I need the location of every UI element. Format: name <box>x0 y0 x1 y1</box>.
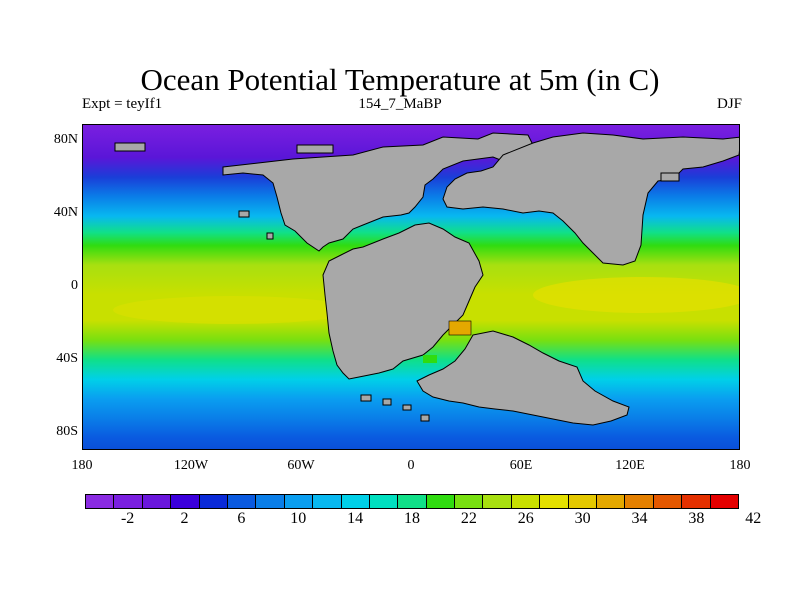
colorbar-swatch <box>540 495 569 508</box>
lon-label-120w: 120W <box>173 458 209 473</box>
colorbar-swatch <box>114 495 143 508</box>
colorbar-swatch <box>710 495 738 508</box>
colorbar-swatch <box>86 495 115 508</box>
landmass-north <box>222 132 554 252</box>
lon-label-120e: 120E <box>615 458 645 473</box>
warm-shelf <box>448 320 472 336</box>
colorbar-swatch <box>483 495 512 508</box>
warm-shelf <box>423 355 437 363</box>
colorbar-swatch <box>142 495 172 508</box>
lon-label-0: 0 <box>407 458 415 473</box>
warm-patch <box>113 296 353 324</box>
lon-label-60w: 60W <box>287 458 315 473</box>
colorbar-swatch <box>369 495 399 508</box>
colorbar-label: 18 <box>404 510 420 527</box>
colorbar-swatch <box>653 495 683 508</box>
colorbar-swatch <box>568 495 598 508</box>
landmass-south <box>322 222 484 380</box>
colorbar-label: -2 <box>120 510 135 527</box>
island <box>238 210 250 218</box>
colorbar-label: 42 <box>745 510 762 527</box>
experiment-label: Expt = teyIf1 <box>82 96 163 112</box>
colorbar-swatch <box>256 495 285 508</box>
island <box>296 144 334 154</box>
lon-label-180w: 180 <box>71 458 93 473</box>
plot-title: Ocean Potential Temperature at 5m (in C) <box>140 62 660 97</box>
map-panel <box>82 124 740 450</box>
warm-patch <box>533 277 739 313</box>
colorbar-swatch <box>426 495 456 508</box>
colorbar-label: 6 <box>237 510 246 527</box>
landmass-south-east <box>416 330 630 426</box>
colorbar-label: 38 <box>688 510 705 527</box>
colorbar-swatch <box>625 495 654 508</box>
landmass-north-east <box>442 132 739 266</box>
island <box>402 404 412 411</box>
lat-label-80s: 80S <box>56 424 78 439</box>
island <box>114 142 146 152</box>
lat-label-40s: 40S <box>56 351 78 366</box>
colorbar-swatch <box>284 495 314 508</box>
colorbar-swatch <box>171 495 200 508</box>
colorbar-label: 2 <box>180 510 189 527</box>
colorbar-swatch <box>341 495 370 508</box>
lat-label-80n: 80N <box>53 132 78 147</box>
colorbar-swatch <box>682 495 711 508</box>
season-label: DJF <box>716 96 742 112</box>
island <box>420 414 430 422</box>
colorbar-swatch <box>199 495 228 508</box>
island <box>360 394 372 402</box>
island <box>660 172 680 182</box>
colorbar-swatch <box>455 495 484 508</box>
colorbar-label: 26 <box>517 510 534 527</box>
lat-label-0: 0 <box>71 278 78 293</box>
colorbar <box>85 494 739 509</box>
colorbar-swatch <box>398 495 427 508</box>
colorbar-label: 14 <box>347 510 364 527</box>
colorbar-swatch <box>511 495 541 508</box>
colorbar-swatch <box>597 495 626 508</box>
lon-label-60e: 60E <box>509 458 533 473</box>
island <box>266 232 274 240</box>
period-label: 154_7_MaBP <box>358 96 442 112</box>
colorbar-label: 10 <box>290 510 307 527</box>
colorbar-swatch <box>313 495 342 508</box>
map-svg <box>83 125 739 449</box>
lat-label-40n: 40N <box>53 205 78 220</box>
lon-label-180e: 180 <box>729 458 751 473</box>
island <box>382 398 392 406</box>
colorbar-label: 22 <box>460 510 477 527</box>
colorbar-swatch <box>227 495 257 508</box>
colorbar-label: 30 <box>574 510 591 527</box>
colorbar-label: 34 <box>631 510 648 527</box>
